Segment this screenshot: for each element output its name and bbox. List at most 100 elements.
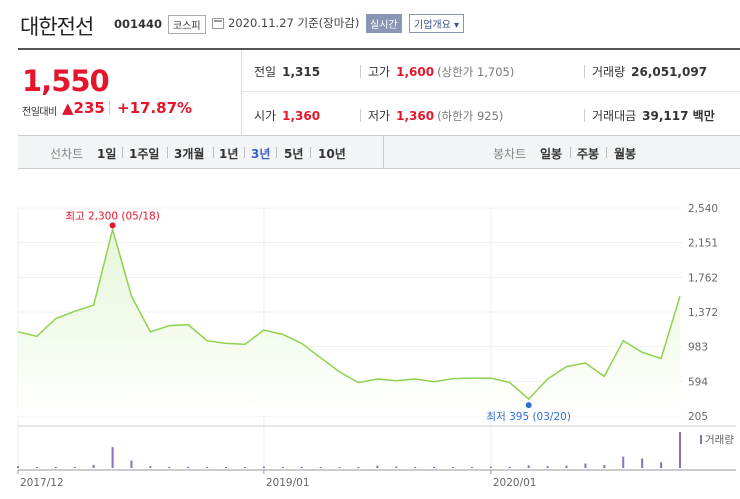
open-value: 1,360 bbox=[282, 109, 321, 123]
x-tick-label: 2019/01 bbox=[266, 477, 310, 489]
y-tick-label: 205 bbox=[688, 411, 708, 423]
prev-close-value: 1,315 bbox=[282, 65, 321, 79]
y-tick-label: 2,540 bbox=[688, 203, 718, 215]
period-5y[interactable]: 5년 bbox=[284, 147, 304, 161]
candle-monthly[interactable]: 월봉 bbox=[614, 147, 637, 161]
volume-bar bbox=[414, 466, 417, 468]
volume-bar bbox=[111, 447, 114, 468]
divider bbox=[606, 147, 607, 158]
y-tick-label: 1,762 bbox=[688, 272, 718, 284]
volume-bar bbox=[300, 466, 303, 468]
min-point-label: 최저 395 (03/20) bbox=[486, 411, 571, 423]
volume-legend-swatch bbox=[700, 435, 702, 444]
volume-bar bbox=[187, 466, 190, 468]
stock-header: 대한전선 001440 코스피 2020.11.27 기준(장마감) 실시간 기… bbox=[0, 0, 740, 48]
volume-bar bbox=[584, 463, 587, 468]
volume-bar bbox=[35, 467, 38, 468]
volume-bar bbox=[376, 465, 379, 468]
volume-bar bbox=[433, 466, 436, 468]
prev-close: 전일 1,315 bbox=[254, 63, 320, 80]
min-point-dot bbox=[525, 402, 532, 409]
volume-bar bbox=[73, 466, 76, 468]
divider bbox=[570, 147, 571, 158]
line-chart-label: 선차트 bbox=[50, 147, 84, 161]
y-tick-label: 2,151 bbox=[688, 238, 718, 250]
volume-bar bbox=[243, 467, 246, 468]
divider bbox=[310, 147, 311, 158]
y-axis: 2,540 2,151 1,762 1,372 983 594 205 bbox=[688, 203, 718, 423]
change-amount: ▲235 bbox=[62, 99, 105, 117]
volume-bar bbox=[149, 466, 152, 468]
chart-toolbar: 선차트 1일 1주일 3개월 1년 3년 5년 10년 봉차트 일봉 주봉 월봉 bbox=[18, 136, 740, 169]
max-point-dot bbox=[109, 222, 116, 229]
low-label: 저가 bbox=[368, 109, 391, 123]
divider bbox=[167, 147, 168, 158]
divider bbox=[584, 65, 585, 78]
volume-bar bbox=[452, 467, 455, 468]
divider bbox=[109, 101, 110, 114]
divider bbox=[122, 147, 123, 158]
volume-bar bbox=[679, 431, 681, 468]
period-3y[interactable]: 3년 bbox=[251, 147, 271, 161]
divider bbox=[584, 109, 585, 122]
current-price: 1,550 bbox=[22, 64, 110, 98]
lower-limit: (하한가 925) bbox=[437, 109, 504, 123]
open-label: 시가 bbox=[254, 109, 277, 123]
volume-bar bbox=[54, 467, 57, 468]
open-price: 시가 1,360 bbox=[254, 107, 320, 124]
period-3m[interactable]: 3개월 bbox=[174, 147, 205, 161]
period-1d[interactable]: 1일 bbox=[97, 147, 117, 161]
candle-weekly[interactable]: 주봉 bbox=[577, 147, 600, 161]
volume-bar bbox=[395, 466, 398, 468]
volume-bar bbox=[319, 467, 322, 468]
volume-value: 26,051,097 bbox=[631, 65, 708, 79]
volume-bar bbox=[546, 466, 549, 468]
divider bbox=[360, 109, 361, 122]
high-value: 1,600 bbox=[396, 65, 435, 79]
stock-code: 001440 bbox=[114, 17, 163, 31]
volume-bar bbox=[603, 464, 606, 468]
price-summary: 1,550 전일대비 ▲235 +17.87% 전일 1,315 고가 1,600(… bbox=[18, 48, 740, 136]
realtime-button[interactable]: 실시간 bbox=[366, 14, 402, 33]
volume-bar bbox=[622, 456, 625, 468]
trade-amount-value: 39,117 백만 bbox=[642, 109, 715, 123]
company-info-dropdown[interactable]: 기업개요 ▾ bbox=[409, 14, 464, 33]
market-badge: 코스피 bbox=[168, 15, 206, 34]
volume-bars bbox=[17, 431, 681, 468]
high-price: 고가 1,600 (상한가 1,705) bbox=[368, 63, 514, 80]
stock-name: 대한전선 bbox=[20, 15, 94, 39]
price-area bbox=[18, 229, 680, 416]
volume-bar bbox=[527, 465, 530, 468]
low-value: 1,360 bbox=[396, 109, 435, 123]
base-date: 2020.11.27 기준(장마감) bbox=[228, 16, 360, 30]
chart-annotations: 최고 2,300 (05/18) 최저 395 (03/20) bbox=[65, 210, 571, 423]
volume-bar bbox=[206, 467, 209, 468]
price-chart[interactable]: 2,540 2,151 1,762 1,372 983 594 205 최고 2,300 (… bbox=[0, 170, 740, 499]
candle-daily[interactable]: 일봉 bbox=[540, 147, 563, 161]
volume-bar bbox=[489, 466, 492, 468]
divider bbox=[242, 91, 740, 92]
period-1y[interactable]: 1년 bbox=[219, 147, 239, 161]
volume: 거래량 26,051,097 bbox=[592, 63, 707, 80]
volume-bar bbox=[565, 465, 568, 468]
period-1w[interactable]: 1주일 bbox=[129, 147, 160, 161]
y-tick-label: 983 bbox=[688, 342, 708, 354]
price-line bbox=[17, 226, 681, 401]
x-axis: 2017/12 2019/01 2020/01 bbox=[17, 470, 536, 489]
prev-close-label: 전일 bbox=[254, 65, 277, 79]
divider bbox=[244, 147, 245, 158]
volume-bar bbox=[338, 467, 341, 468]
high-label: 고가 bbox=[368, 65, 391, 79]
change-label: 전일대비 bbox=[22, 107, 57, 118]
volume-bar bbox=[130, 460, 133, 468]
divider bbox=[360, 65, 361, 78]
max-point-label: 최고 2,300 (05/18) bbox=[65, 210, 160, 222]
period-10y[interactable]: 10년 bbox=[318, 147, 346, 161]
divider bbox=[276, 147, 277, 158]
volume-bar bbox=[17, 466, 19, 468]
volume-bar bbox=[470, 467, 473, 468]
candle-chart-label: 봉차트 bbox=[493, 147, 527, 161]
y-tick-label: 594 bbox=[688, 376, 708, 388]
trade-amount: 거래대금 39,117 백만 bbox=[592, 107, 715, 124]
volume-label: 거래량 bbox=[592, 65, 626, 79]
